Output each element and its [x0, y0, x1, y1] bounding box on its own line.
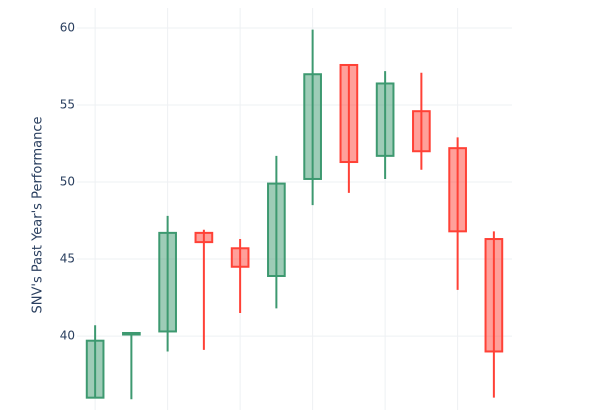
candle-body	[375, 82, 395, 157]
candle-body	[267, 182, 286, 278]
candle-body	[303, 73, 322, 180]
candle-body	[158, 231, 177, 333]
candle-body	[339, 63, 359, 164]
candle-body	[194, 231, 214, 244]
y-tick-label: 55	[60, 98, 75, 112]
candle-body	[230, 247, 250, 268]
candle-body	[484, 238, 504, 353]
y-tick-label: 60	[60, 21, 75, 35]
candle-body	[85, 339, 105, 399]
candle-body	[412, 110, 431, 153]
y-tick-label: 45	[60, 252, 75, 266]
y-tick-label: 40	[60, 329, 75, 343]
candle-body	[122, 331, 141, 336]
candle-body	[448, 147, 467, 233]
y-axis-title: SNV's Past Year's Performance	[31, 117, 46, 314]
y-tick-label: 50	[60, 175, 75, 189]
